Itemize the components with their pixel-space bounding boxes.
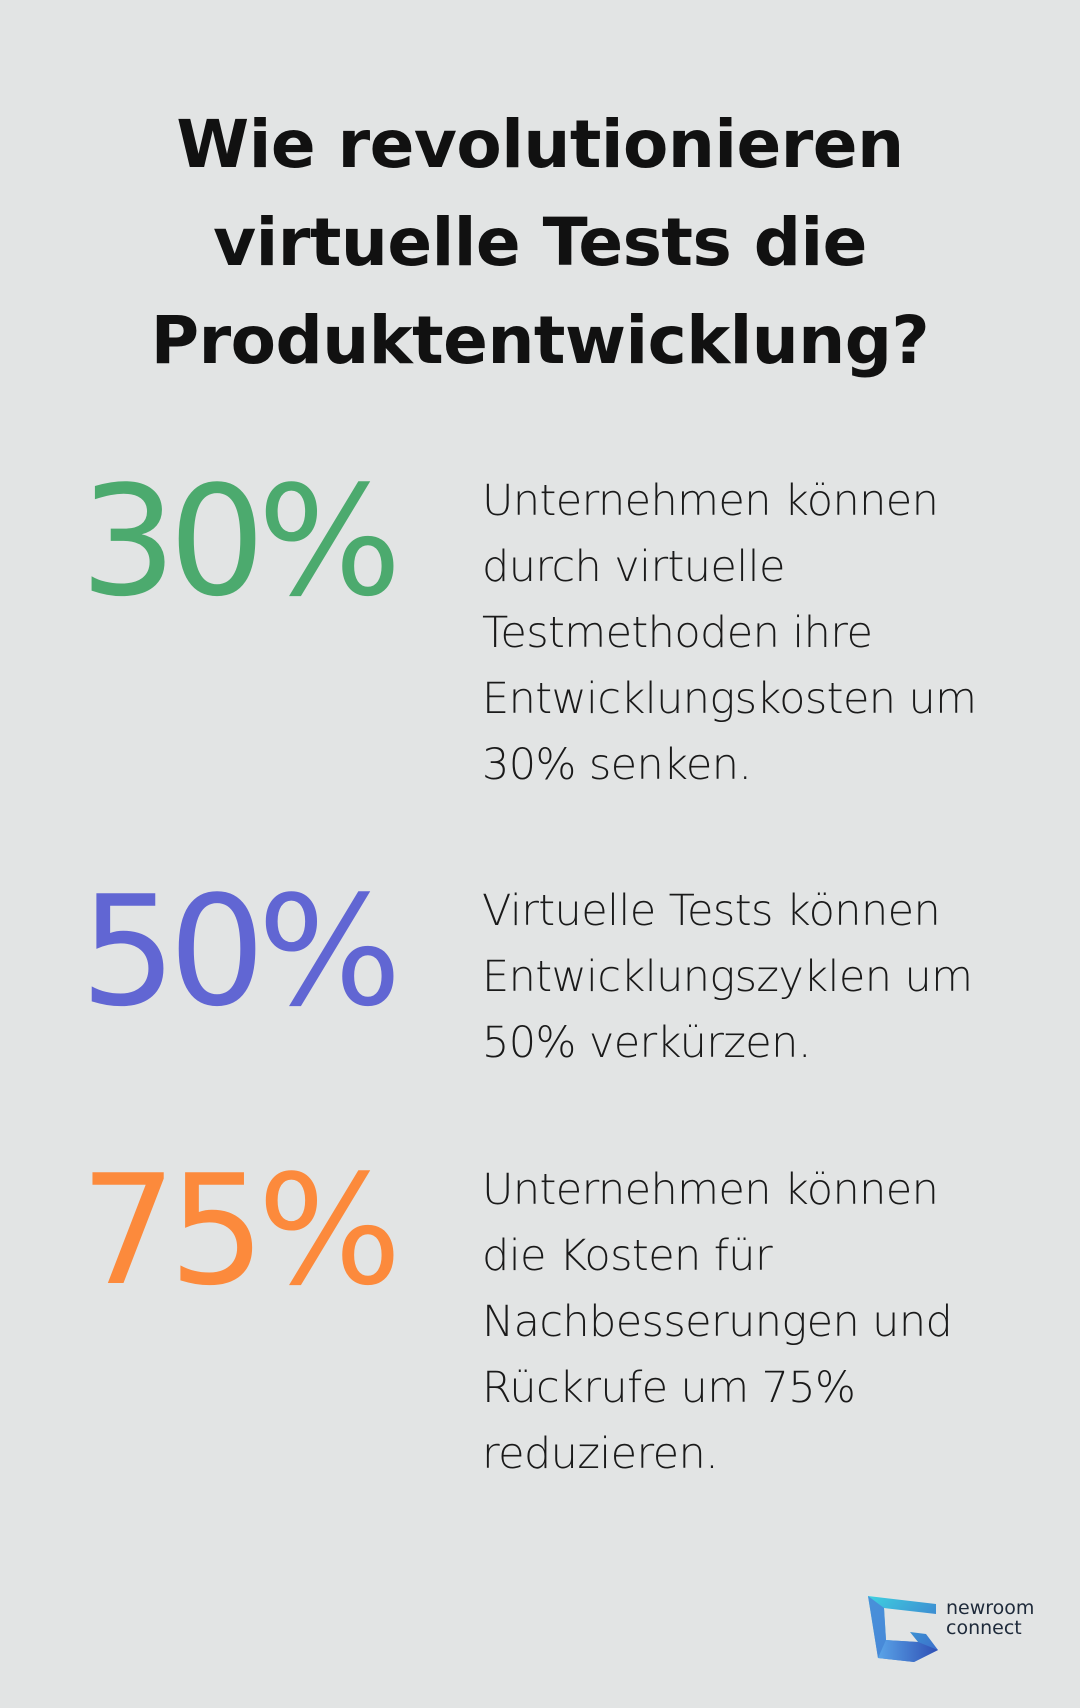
stat-description-1-line: Testmethoden ihre bbox=[482, 608, 873, 658]
stat-block-3: 75% Unternehmen können die Kosten für Na… bbox=[0, 1142, 1080, 1480]
logo-wordmark: newroom connect bbox=[946, 1598, 1034, 1638]
stat-description-3-line: die Kosten für bbox=[482, 1231, 773, 1281]
stat-value-3: 75% bbox=[80, 1142, 402, 1319]
stat-description-3-line: reduzieren. bbox=[482, 1429, 719, 1479]
stat-description-1-line: Entwicklungskosten um bbox=[482, 674, 977, 724]
stat-value-2: 50% bbox=[80, 863, 402, 1040]
stat-description-1-line: 30% senken. bbox=[482, 740, 752, 790]
stat-description-3-line: Unternehmen können bbox=[482, 1165, 939, 1215]
logo-wordmark-line-1: newroom bbox=[946, 1597, 1035, 1619]
stat-value-1: 30% bbox=[80, 453, 402, 630]
stat-description-3-line: Rückrufe um 75% bbox=[482, 1363, 856, 1413]
stat-description-3-line: Nachbesserungen und bbox=[482, 1297, 953, 1347]
stat-description-2-line: Entwicklungszyklen um bbox=[482, 952, 973, 1002]
newroom-connect-logo-icon bbox=[868, 1596, 938, 1662]
stat-description-3: Unternehmen können die Kosten für Nachbe… bbox=[482, 1157, 1002, 1487]
stat-description-2-line: 50% verkürzen. bbox=[482, 1018, 811, 1068]
infographic-title: Wie revolutionieren virtuelle Tests die … bbox=[150, 106, 930, 379]
stat-description-2: Virtuelle Tests können Entwicklungszykle… bbox=[482, 878, 1002, 1076]
stat-description-1-line: durch virtuelle bbox=[482, 542, 785, 592]
brand-logo: newroom connect bbox=[866, 1590, 1036, 1666]
stat-description-2-line: Virtuelle Tests können bbox=[482, 886, 941, 936]
stat-block-2: 50% Virtuelle Tests können Entwicklungsz… bbox=[0, 876, 1080, 1196]
stat-description-1: Unternehmen können durch virtuelle Testm… bbox=[482, 468, 1002, 798]
stat-block-1: 30% Unternehmen können durch virtuelle T… bbox=[0, 453, 1080, 791]
stat-description-1-line: Unternehmen können bbox=[482, 476, 939, 526]
logo-wordmark-line-2: connect bbox=[946, 1617, 1022, 1639]
